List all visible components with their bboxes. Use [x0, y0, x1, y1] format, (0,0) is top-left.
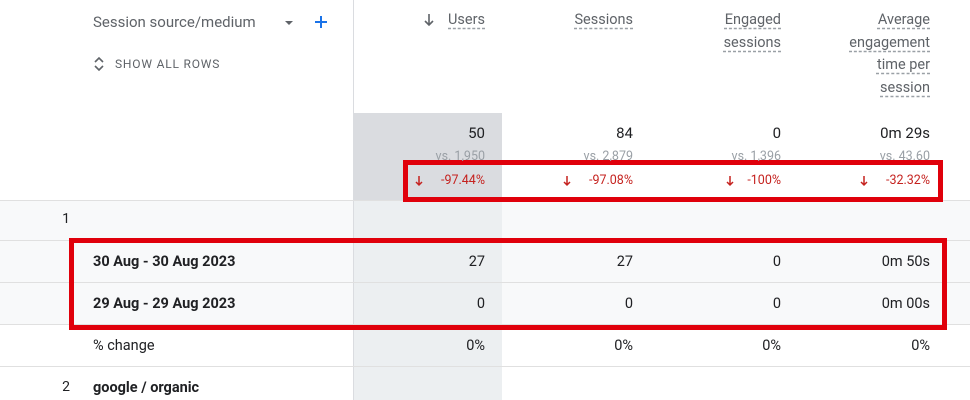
cell: 0: [772, 295, 781, 312]
column-header[interactable]: Users: [425, 9, 485, 32]
sub-row-label: 29 Aug - 29 Aug 2023: [93, 295, 236, 312]
total-value: 0: [772, 124, 781, 142]
column-header-text: Average engagement time per session: [849, 11, 930, 96]
cell: 0m 50s: [881, 253, 930, 270]
row-divider: [0, 366, 970, 367]
cell: 0: [624, 295, 633, 312]
column-header-text: Sessions: [574, 11, 633, 28]
total-change: -32.32%: [885, 173, 930, 188]
column-header[interactable]: Sessions: [523, 9, 633, 32]
annotation-box: [69, 238, 947, 330]
sub-row-label: % change: [93, 337, 155, 354]
row-index: 2: [62, 379, 70, 395]
row-label: google / organic: [93, 379, 200, 396]
total-comparison: vs. 1,950: [435, 149, 485, 161]
dimension-selector[interactable]: Session source/medium: [93, 13, 256, 31]
row-index: 1: [62, 211, 70, 227]
cell: 0: [772, 253, 781, 270]
sorted-column-bg: [353, 113, 502, 200]
cell: 0%: [614, 337, 633, 354]
total-change: -97.08%: [588, 173, 633, 188]
cell: 0%: [911, 337, 930, 354]
sort-icon: [424, 14, 434, 27]
column-header[interactable]: Engaged sessions: [681, 9, 781, 54]
show-all-rows-button[interactable]: SHOW ALL ROWS: [115, 57, 221, 71]
add-dimension-button[interactable]: [313, 14, 329, 30]
total-value: 84: [616, 124, 633, 142]
row-divider: [0, 282, 970, 283]
total-change: -97.44%: [440, 173, 485, 188]
column-header[interactable]: Average engagement time per session: [830, 9, 930, 99]
dropdown-icon[interactable]: [283, 17, 295, 29]
column-header-text: Engaged sessions: [723, 11, 781, 51]
down-arrow-icon: [563, 176, 571, 187]
annotation-box: [403, 160, 943, 202]
row-divider: [0, 324, 970, 325]
down-arrow-icon: [726, 176, 734, 187]
cell: 27: [468, 253, 485, 270]
total-change: -100%: [747, 173, 781, 188]
sub-row-label: 30 Aug - 30 Aug 2023: [93, 253, 236, 270]
cell: 0%: [762, 337, 781, 354]
cell: 0m 00s: [881, 295, 930, 312]
cell: 0: [476, 295, 485, 312]
down-arrow-icon: [860, 176, 868, 187]
total-comparison: vs. 43.60: [879, 149, 930, 161]
down-arrow-icon: [415, 176, 423, 187]
expand-icon: [94, 56, 104, 72]
total-value: 50: [468, 124, 485, 142]
total-comparison: vs. 2,879: [583, 149, 633, 161]
cell: 27: [616, 253, 633, 270]
column-header-text: Users: [448, 11, 485, 28]
total-comparison: vs. 1,396: [731, 149, 781, 161]
cell: 0%: [466, 337, 485, 354]
total-value: 0m 29s: [880, 124, 930, 142]
